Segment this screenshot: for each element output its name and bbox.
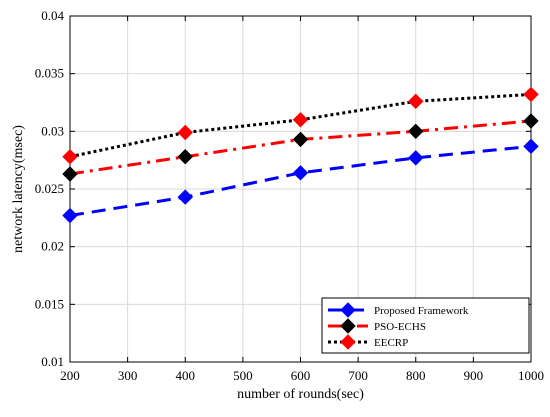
data-point-marker <box>523 113 539 129</box>
x-tick-label: 800 <box>406 368 426 383</box>
axis-ticks: 200 300 400 500 600 700 800 900 1000 0.01 0.015 0.0… <box>35 8 544 383</box>
legend-marker <box>340 318 356 334</box>
x-tick-label: 300 <box>118 368 138 383</box>
data-point-marker <box>177 189 193 205</box>
series-layer <box>62 86 539 224</box>
data-point-marker <box>62 207 78 224</box>
y-tick-label: 0.03 <box>41 123 64 138</box>
legend: Proposed Framework PSO-ECHS EECRP <box>321 297 530 354</box>
x-tick-label: 900 <box>464 368 484 383</box>
series-line <box>69 144 532 218</box>
x-tick-label: 600 <box>291 368 311 383</box>
legend-marker <box>340 334 356 350</box>
data-point-marker <box>292 112 309 128</box>
data-point-marker <box>62 148 78 165</box>
series-0 <box>62 138 539 224</box>
data-point-marker <box>408 123 424 140</box>
x-axis-label: number of rounds(sec) <box>237 387 364 402</box>
data-point-marker <box>408 150 424 166</box>
data-point-marker <box>408 93 424 110</box>
legend-label: EECRP <box>374 337 408 349</box>
legend-box <box>321 297 530 354</box>
x-tick-label: 200 <box>60 368 80 383</box>
y-tick-label: 0.04 <box>41 8 64 23</box>
x-tick-label: 400 <box>176 368 196 383</box>
y-tick-label: 0.01 <box>41 354 64 369</box>
legend-label: Proposed Framework <box>374 305 469 317</box>
series-1 <box>62 113 539 182</box>
series-2 <box>62 86 539 165</box>
x-tick-label: 1000 <box>518 368 544 383</box>
series-line <box>69 92 532 159</box>
y-tick-label: 0.025 <box>35 181 64 196</box>
y-axis-label: network latency(msec) <box>11 125 26 253</box>
y-tick-label: 0.035 <box>35 66 64 81</box>
data-point-marker <box>177 124 193 141</box>
legend-label: PSO-ECHS <box>374 321 426 333</box>
x-tick-label: 700 <box>348 368 368 383</box>
legend-marker <box>340 302 356 318</box>
data-point-marker <box>523 138 539 155</box>
data-point-marker <box>292 131 309 148</box>
y-tick-label: 0.015 <box>35 296 64 311</box>
x-tick-label: 500 <box>233 368 253 383</box>
data-point-marker <box>523 86 539 103</box>
y-tick-label: 0.02 <box>41 239 64 254</box>
data-point-marker <box>177 148 193 165</box>
data-point-marker <box>62 166 78 182</box>
data-point-marker <box>292 165 309 181</box>
